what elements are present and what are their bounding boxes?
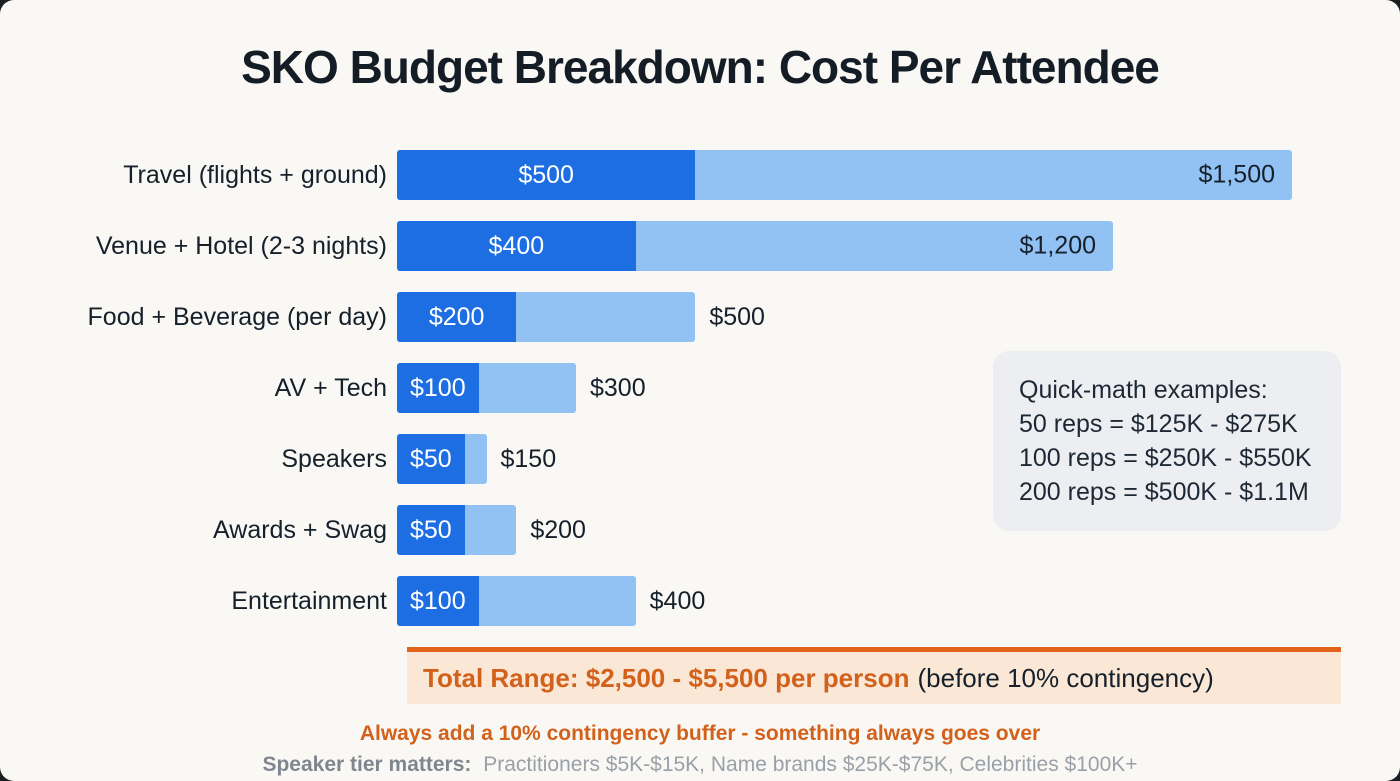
bar-track: $50 $200 — [397, 505, 1292, 555]
bar-row: Speakers $50 $150 — [0, 434, 1400, 484]
bar-track: $400 $1,200 — [397, 221, 1292, 271]
cost-breakdown-chart: Travel (flights + ground) $500 $1,500 Venue… — [0, 150, 1400, 626]
bar-row: Awards + Swag $50 $200 — [0, 505, 1400, 555]
quick-math-line: 50 reps = $125K - $275K — [1019, 410, 1298, 438]
bar-high-estimate: $100 — [397, 576, 636, 626]
quick-math-title: Quick-math examples: — [1019, 376, 1268, 404]
quick-math-box: Quick-math examples: 50 reps = $125K - $… — [993, 351, 1341, 531]
low-value-label: $100 — [410, 586, 466, 615]
bar-low-estimate: $50 — [397, 505, 465, 555]
bar-high-estimate: $50 — [397, 505, 517, 555]
bar-low-estimate: $400 — [397, 221, 636, 271]
bar-high-estimate: $500 $1,500 — [397, 150, 1292, 200]
high-value-label: $200 — [530, 515, 586, 544]
bar-row: AV + Tech $100 $300 — [0, 363, 1400, 413]
bar-low-estimate: $200 — [397, 292, 517, 342]
bar-track: $100 $300 — [397, 363, 1292, 413]
low-value-label: $400 — [488, 231, 545, 260]
bar-track: $200 $500 — [397, 292, 1292, 342]
low-value-label: $100 — [410, 373, 466, 402]
bar-low-estimate: $50 — [397, 434, 465, 484]
high-value-label: $1,500 — [1198, 160, 1275, 189]
bar-row: Food + Beverage (per day) $200 $500 — [0, 292, 1400, 342]
speaker-tier-detail: Practitioners $5K-$15K, Name brands $25K… — [483, 753, 1138, 776]
bar-high-estimate: $100 — [397, 363, 576, 413]
bar-track: $50 $150 — [397, 434, 1292, 484]
quick-math-line: 100 reps = $250K - $550K — [1019, 444, 1312, 472]
bar-high-estimate: $400 $1,200 — [397, 221, 1113, 271]
low-value-label: $500 — [518, 160, 574, 189]
high-value-label: $1,200 — [1019, 231, 1096, 260]
bar-low-estimate: $100 — [397, 576, 479, 626]
speaker-tier-label: Speaker tier matters: — [262, 753, 472, 776]
total-range-text: Total Range: $2,500 - $5,500 per person — [423, 662, 910, 693]
bar-track: $100 $400 — [397, 576, 1292, 626]
total-range-suffix: (before 10% contingency) — [917, 662, 1214, 693]
high-value-label: $500 — [709, 302, 765, 331]
high-value-label: $400 — [649, 586, 706, 615]
low-value-label: $200 — [428, 302, 485, 331]
category-label: Entertainment — [231, 586, 387, 615]
low-value-label: $50 — [410, 515, 452, 544]
page-title: SKO Budget Breakdown: Cost Per Attendee — [241, 41, 1160, 93]
bar-high-estimate: $50 — [397, 434, 487, 484]
bar-low-estimate: $100 — [397, 363, 479, 413]
bar-row: Entertainment $100 $400 — [0, 576, 1400, 626]
low-value-label: $50 — [410, 444, 452, 473]
speaker-tier-footnote: Speaker tier matters: Practitioners $5K-… — [0, 753, 1400, 777]
quick-math-line: 200 reps = $500K - $1.1M — [1019, 478, 1309, 506]
category-label: Speakers — [281, 444, 387, 473]
high-value-label: $150 — [500, 444, 557, 473]
category-label: AV + Tech — [274, 373, 387, 402]
bar-low-estimate: $500 — [397, 150, 696, 200]
total-range-bar: Total Range: $2,500 - $5,500 per person … — [407, 647, 1341, 704]
category-label: Travel (flights + ground) — [123, 160, 387, 189]
bar-row: Venue + Hotel (2-3 nights) $400 $1,200 — [0, 221, 1400, 271]
category-label: Venue + Hotel (2-3 nights) — [95, 231, 387, 260]
category-label: Food + Beverage (per day) — [87, 302, 387, 331]
high-value-label: $300 — [590, 373, 646, 402]
contingency-footnote: Always add a 10% contingency buffer - so… — [359, 722, 1041, 745]
bar-high-estimate: $200 — [397, 292, 696, 342]
category-label: Awards + Swag — [213, 515, 387, 544]
bar-track: $500 $1,500 — [397, 150, 1292, 200]
bar-row: Travel (flights + ground) $500 $1,500 — [0, 150, 1400, 200]
